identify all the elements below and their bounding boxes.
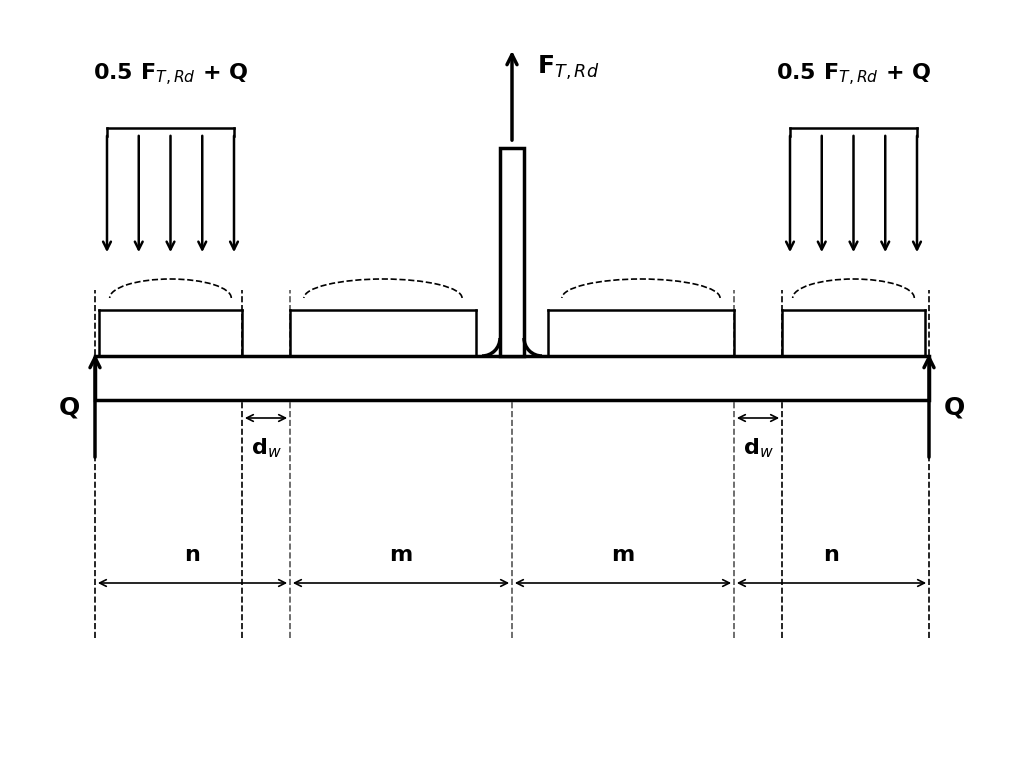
Text: 0.5 F$_{T,Rd}$ + Q: 0.5 F$_{T,Rd}$ + Q [776, 61, 931, 88]
Bar [500, 148, 524, 356]
Text: 0.5 F$_{T,Rd}$ + Q: 0.5 F$_{T,Rd}$ + Q [93, 61, 248, 88]
Text: Q: Q [944, 396, 966, 420]
Text: m: m [611, 545, 635, 565]
Text: m: m [389, 545, 413, 565]
Text: Q: Q [58, 396, 80, 420]
Text: F$_{T,Rd}$: F$_{T,Rd}$ [537, 54, 599, 82]
Text: n: n [184, 545, 201, 565]
Text: d$_w$: d$_w$ [742, 436, 773, 459]
Text: d$_w$: d$_w$ [251, 436, 282, 459]
Bar [95, 356, 929, 400]
Text: n: n [823, 545, 840, 565]
